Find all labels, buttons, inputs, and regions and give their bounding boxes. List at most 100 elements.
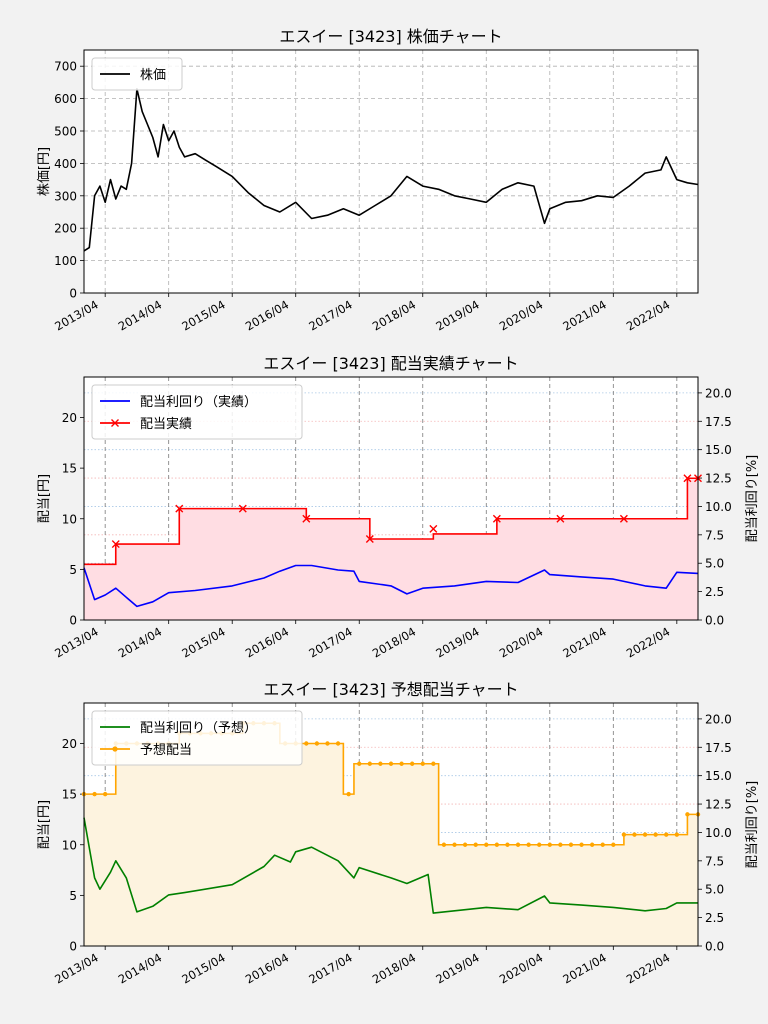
- x-tick-label: 2019/04: [433, 624, 481, 660]
- chart-title: エスイー [3423] 配当実績チャート: [263, 354, 518, 373]
- legend-label: 株価: [140, 68, 166, 83]
- x-tick-label: 2018/04: [370, 624, 418, 660]
- dividend-marker-dot: [409, 761, 415, 766]
- dividend-marker-dot: [367, 761, 373, 766]
- series-line: [83, 88, 699, 252]
- y2-tick-label: 2.5: [705, 911, 724, 925]
- x-tick-label: 2016/04: [243, 297, 291, 333]
- dividend-marker-dot: [304, 741, 309, 746]
- x-tick-label: 2020/04: [497, 297, 545, 333]
- y-tick-label: 400: [54, 157, 77, 171]
- dividend-marker-dot: [547, 842, 552, 847]
- dividend-marker-dot: [674, 832, 680, 837]
- y-tick-label: 15: [62, 462, 77, 476]
- dividend-marker-dot: [526, 842, 531, 847]
- y2-tick-label: 5.0: [705, 883, 724, 897]
- dividend-marker-dot: [685, 812, 690, 817]
- y-tick-label: 5: [69, 889, 77, 903]
- y-tick-label: 700: [54, 60, 77, 74]
- dividend-marker-x: [365, 535, 374, 543]
- y2-tick-label: 12.5: [705, 472, 732, 486]
- dividend-marker-x: [175, 504, 184, 513]
- dividend-marker-dot: [388, 761, 394, 766]
- x-tick-label: 2015/04: [179, 297, 227, 333]
- dividend-marker-x: [302, 514, 311, 523]
- dividend-marker-dot: [378, 761, 383, 766]
- dividend-fill-area: [84, 723, 698, 946]
- x-tick-label: 2020/04: [497, 624, 545, 660]
- dividend-marker-dot: [431, 761, 436, 766]
- x-tick-label: 2016/04: [243, 624, 291, 660]
- dividend-marker-dot: [484, 842, 489, 847]
- legend-label: 配当実績: [140, 416, 192, 432]
- y-tick-label: 15: [62, 788, 77, 802]
- x-tick-label: 2018/04: [370, 297, 418, 333]
- x-tick-label: 2019/04: [433, 950, 481, 986]
- y2-tick-label: 0.0: [705, 940, 724, 954]
- legend-box: [91, 57, 183, 91]
- dividend-marker-dot: [314, 741, 320, 746]
- chart-title: エスイー [3423] 株価チャート: [279, 27, 502, 46]
- dividend-marker-dot: [579, 842, 584, 847]
- dividend-marker-dot: [92, 791, 97, 797]
- y-tick-label: 100: [54, 254, 77, 268]
- y-tick-label: 20: [62, 737, 77, 751]
- x-tick-label: 2013/04: [52, 624, 100, 660]
- dividend-marker-x: [619, 514, 628, 523]
- x-tick-label: 2021/04: [560, 624, 608, 660]
- dividend-marker-dot: [420, 761, 425, 766]
- plot-area: [84, 50, 698, 293]
- y2-tick-label: 7.5: [705, 854, 724, 868]
- dividend-marker-dot: [505, 842, 510, 847]
- dividend-marker-x: [238, 504, 247, 513]
- x-tick-label: 2021/04: [560, 950, 608, 986]
- plot-frame: [83, 49, 699, 294]
- x-tick-label: 2015/04: [179, 624, 227, 660]
- dividend-marker-dot: [399, 761, 404, 766]
- dividend-marker-dot: [325, 741, 330, 746]
- plot-frame: [83, 702, 699, 947]
- dividend-marker-dot: [452, 842, 457, 847]
- y2-axis-label: 配当利回り[%]: [745, 781, 760, 869]
- x-tick-label: 2014/04: [116, 950, 164, 986]
- y-axis-label: 配当[円]: [37, 474, 52, 523]
- dividend-marker-dot: [346, 791, 351, 797]
- y2-tick-label: 12.5: [705, 798, 732, 812]
- legend-box: [91, 710, 303, 766]
- y-tick-label: 5: [69, 563, 77, 577]
- x-tick-label: 2022/04: [624, 950, 672, 986]
- dividend-forecast-chart: 2013/04 2014/04 2015/04 2016/04 2017/04 2018/…: [37, 680, 760, 986]
- y2-tick-label: 20.0: [705, 386, 732, 400]
- x-tick-label: 2022/04: [624, 624, 672, 660]
- dividend-marker-dot: [462, 842, 468, 847]
- legend-marker-dot: [112, 746, 118, 752]
- y2-tick-label: 2.5: [705, 585, 724, 599]
- y-tick-label: 0: [69, 940, 77, 954]
- series-line: [83, 564, 699, 608]
- x-tick-label: 2022/04: [624, 297, 672, 333]
- dividend-marker-x: [683, 474, 692, 483]
- y2-tick-label: 10.0: [705, 500, 732, 514]
- dividend-marker-dot: [642, 832, 648, 837]
- dividend-marker-x: [111, 540, 120, 549]
- legend-label: 配当利回り（予想）: [140, 720, 257, 736]
- dividend-marker-dot: [473, 842, 478, 847]
- legend-label: 予想配当: [140, 742, 192, 758]
- dividend-marker-dot: [558, 842, 563, 847]
- y2-tick-label: 17.5: [705, 741, 732, 755]
- y-tick-label: 200: [54, 222, 77, 236]
- x-tick-label: 2015/04: [179, 950, 227, 986]
- dividend-marker-dot: [600, 842, 605, 847]
- series-line: [83, 817, 698, 914]
- dividend-marker-x: [429, 524, 438, 533]
- dividend-marker-dot: [335, 741, 341, 746]
- stock-price-chart: 2013/04 2014/04 2015/04 2016/04 2017/04 2018/…: [37, 27, 699, 333]
- y2-tick-label: 0.0: [705, 614, 724, 628]
- dividend-marker-dot: [621, 832, 627, 837]
- x-tick-label: 2016/04: [243, 950, 291, 986]
- dividend-marker-dot: [568, 842, 574, 847]
- x-tick-label: 2014/04: [116, 624, 164, 660]
- dividend-marker-dot: [632, 832, 637, 837]
- y-tick-label: 20: [62, 411, 77, 425]
